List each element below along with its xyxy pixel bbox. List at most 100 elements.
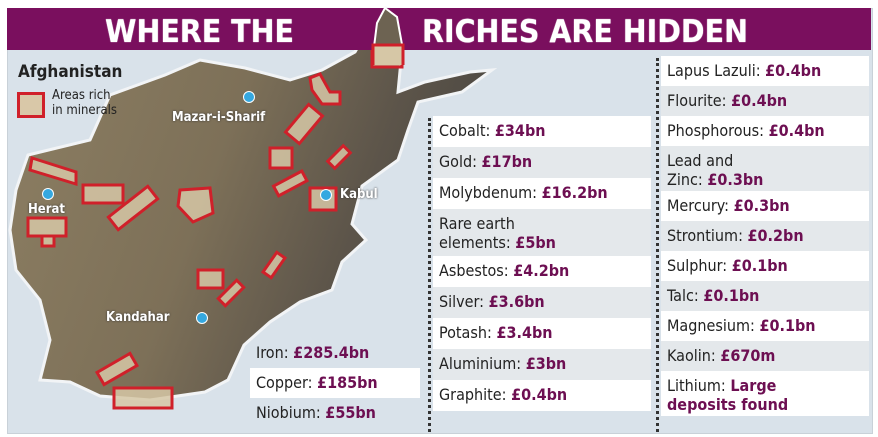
mineral-value: £16.2bn: [541, 183, 608, 202]
country-shape: [8, 6, 498, 402]
mineral-row: Silver: £3.6bn: [433, 287, 651, 318]
mineral-row: Asbestos: £4.2bn: [433, 256, 651, 287]
mineral-value: £55bn: [325, 403, 376, 422]
city-label-kabul: Kabul: [340, 187, 378, 202]
mineral-name: Strontium:: [667, 226, 743, 245]
mineral-name: Potash:: [439, 323, 492, 342]
mineral-value: £670m: [720, 346, 776, 365]
mineral-row: Aluminium: £3bn: [433, 349, 651, 380]
mineral-area: [260, 250, 288, 280]
title-left: WHERE THE: [105, 14, 294, 50]
mineral-name: Flourite:: [667, 91, 727, 110]
mineral-row: Magnesium: £0.1bn: [661, 311, 869, 341]
mineral-name: Magnesium:: [667, 316, 755, 335]
mineral-area: [216, 278, 246, 308]
mineral-area: [112, 386, 174, 410]
city-marker-kabul: [320, 189, 332, 201]
mineral-row: Copper: £185bn: [250, 368, 420, 398]
title-right: RICHES ARE HIDDEN: [422, 14, 748, 50]
dotted-divider: [656, 58, 659, 432]
mineral-area: [176, 186, 215, 224]
mineral-row: Potash: £3.4bn: [433, 318, 651, 349]
mineral-value: Large: [730, 376, 777, 395]
legend-swatch: [17, 92, 45, 118]
mineral-name: Sulphur:: [667, 256, 728, 275]
mineral-value: £0.1bn: [731, 256, 788, 275]
mineral-name: Molybdenum:: [439, 183, 538, 202]
mineral-value: £3.4bn: [496, 323, 553, 342]
mineral-value: £0.1bn: [703, 286, 760, 305]
mineral-row: Cobalt: £34bn: [433, 116, 651, 147]
mineral-row: Mercury: £0.3bn: [661, 191, 869, 221]
mineral-name: Silver:: [439, 292, 484, 311]
mineral-area: [308, 72, 342, 106]
mineral-value: £0.4bn: [511, 385, 568, 404]
mineral-name: Talc:: [667, 286, 699, 305]
mineral-value: deposits found: [667, 395, 789, 414]
legend-title: Afghanistan: [18, 62, 123, 82]
mineral-area: [81, 183, 125, 205]
dotted-divider: [428, 118, 431, 432]
city-label-kandahar: Kandahar: [106, 310, 170, 325]
title-banner: WHERE THE RICHES ARE HIDDEN: [7, 8, 871, 50]
map-north-tip: [371, 6, 405, 65]
mineral-area: [106, 184, 160, 232]
mineral-name: Gold:: [439, 152, 477, 171]
mineral-name: Niobium:: [256, 403, 321, 422]
mineral-row: Phosphorous: £0.4bn: [661, 116, 869, 146]
mineral-row: Strontium: £0.2bn: [661, 221, 869, 251]
mineral-name: Lapus Lazuli:: [667, 61, 761, 80]
mineral-row: Flourite: £0.4bn: [661, 86, 869, 116]
mineral-name: Rare earth: [439, 214, 515, 233]
mineral-value: £0.4bn: [731, 91, 788, 110]
mineral-area: [26, 216, 68, 238]
mineral-name: Aluminium:: [439, 354, 522, 373]
mineral-area: [196, 268, 225, 290]
mineral-value: £285.4bn: [293, 343, 370, 362]
mineral-value: £185bn: [317, 373, 378, 392]
mineral-value: £0.2bn: [747, 226, 804, 245]
legend-line: in minerals: [52, 103, 117, 118]
mineral-name: Kaolin:: [667, 346, 716, 365]
mineral-row: Iron: £285.4bn: [250, 338, 420, 368]
mineral-value: £4.2bn: [513, 261, 570, 280]
mineral-row: Sulphur: £0.1bn: [661, 251, 869, 281]
mineral-area: [271, 169, 309, 198]
mineral-row: Kaolin: £670m: [661, 341, 869, 371]
mineral-value: £0.4bn: [765, 61, 822, 80]
mineral-name: elements:: [439, 233, 511, 252]
city-label-herat: Herat: [28, 202, 65, 217]
mineral-name: Lithium:: [667, 376, 726, 395]
mineral-area: [325, 143, 353, 171]
mineral-value: £3bn: [525, 354, 567, 373]
mineral-row: Lithium: Large deposits found: [661, 371, 869, 416]
city-marker-kandahar: [196, 312, 208, 324]
mineral-value: £0.3bn: [733, 196, 790, 215]
legend-label: Areas rich in minerals: [52, 88, 117, 118]
mineral-value: £17bn: [481, 152, 533, 171]
mineral-value: £5bn: [515, 233, 556, 252]
mineral-area: [28, 156, 78, 187]
city-marker-herat: [42, 188, 54, 200]
mineral-name: Lead and: [667, 151, 734, 170]
mineral-value: £0.3bn: [707, 170, 764, 189]
mineral-name: Iron:: [256, 343, 289, 362]
mineral-row: Molybdenum: £16.2bn: [433, 178, 651, 209]
mineral-name: Copper:: [256, 373, 313, 392]
mineral-name: Phosphorous:: [667, 121, 765, 140]
mineral-value: £34bn: [494, 121, 546, 140]
mineral-row: Lapus Lazuli: £0.4bn: [661, 56, 869, 86]
mineral-value: £0.4bn: [768, 121, 825, 140]
mineral-area: [94, 351, 140, 387]
legend-line: Areas rich: [52, 88, 111, 103]
mineral-area: [283, 102, 325, 146]
mineral-value: £0.1bn: [759, 316, 816, 335]
mineral-row: Gold: £17bn: [433, 147, 651, 178]
mineral-name: Asbestos:: [439, 261, 509, 280]
mineral-name: Zinc:: [667, 170, 703, 189]
mineral-name: Mercury:: [667, 196, 729, 215]
city-marker-mazar: [243, 91, 255, 103]
mineral-area: [40, 234, 56, 248]
mineral-row: Niobium: £55bn: [250, 398, 420, 428]
mineral-row: Lead and Zinc: £0.3bn: [661, 146, 869, 191]
